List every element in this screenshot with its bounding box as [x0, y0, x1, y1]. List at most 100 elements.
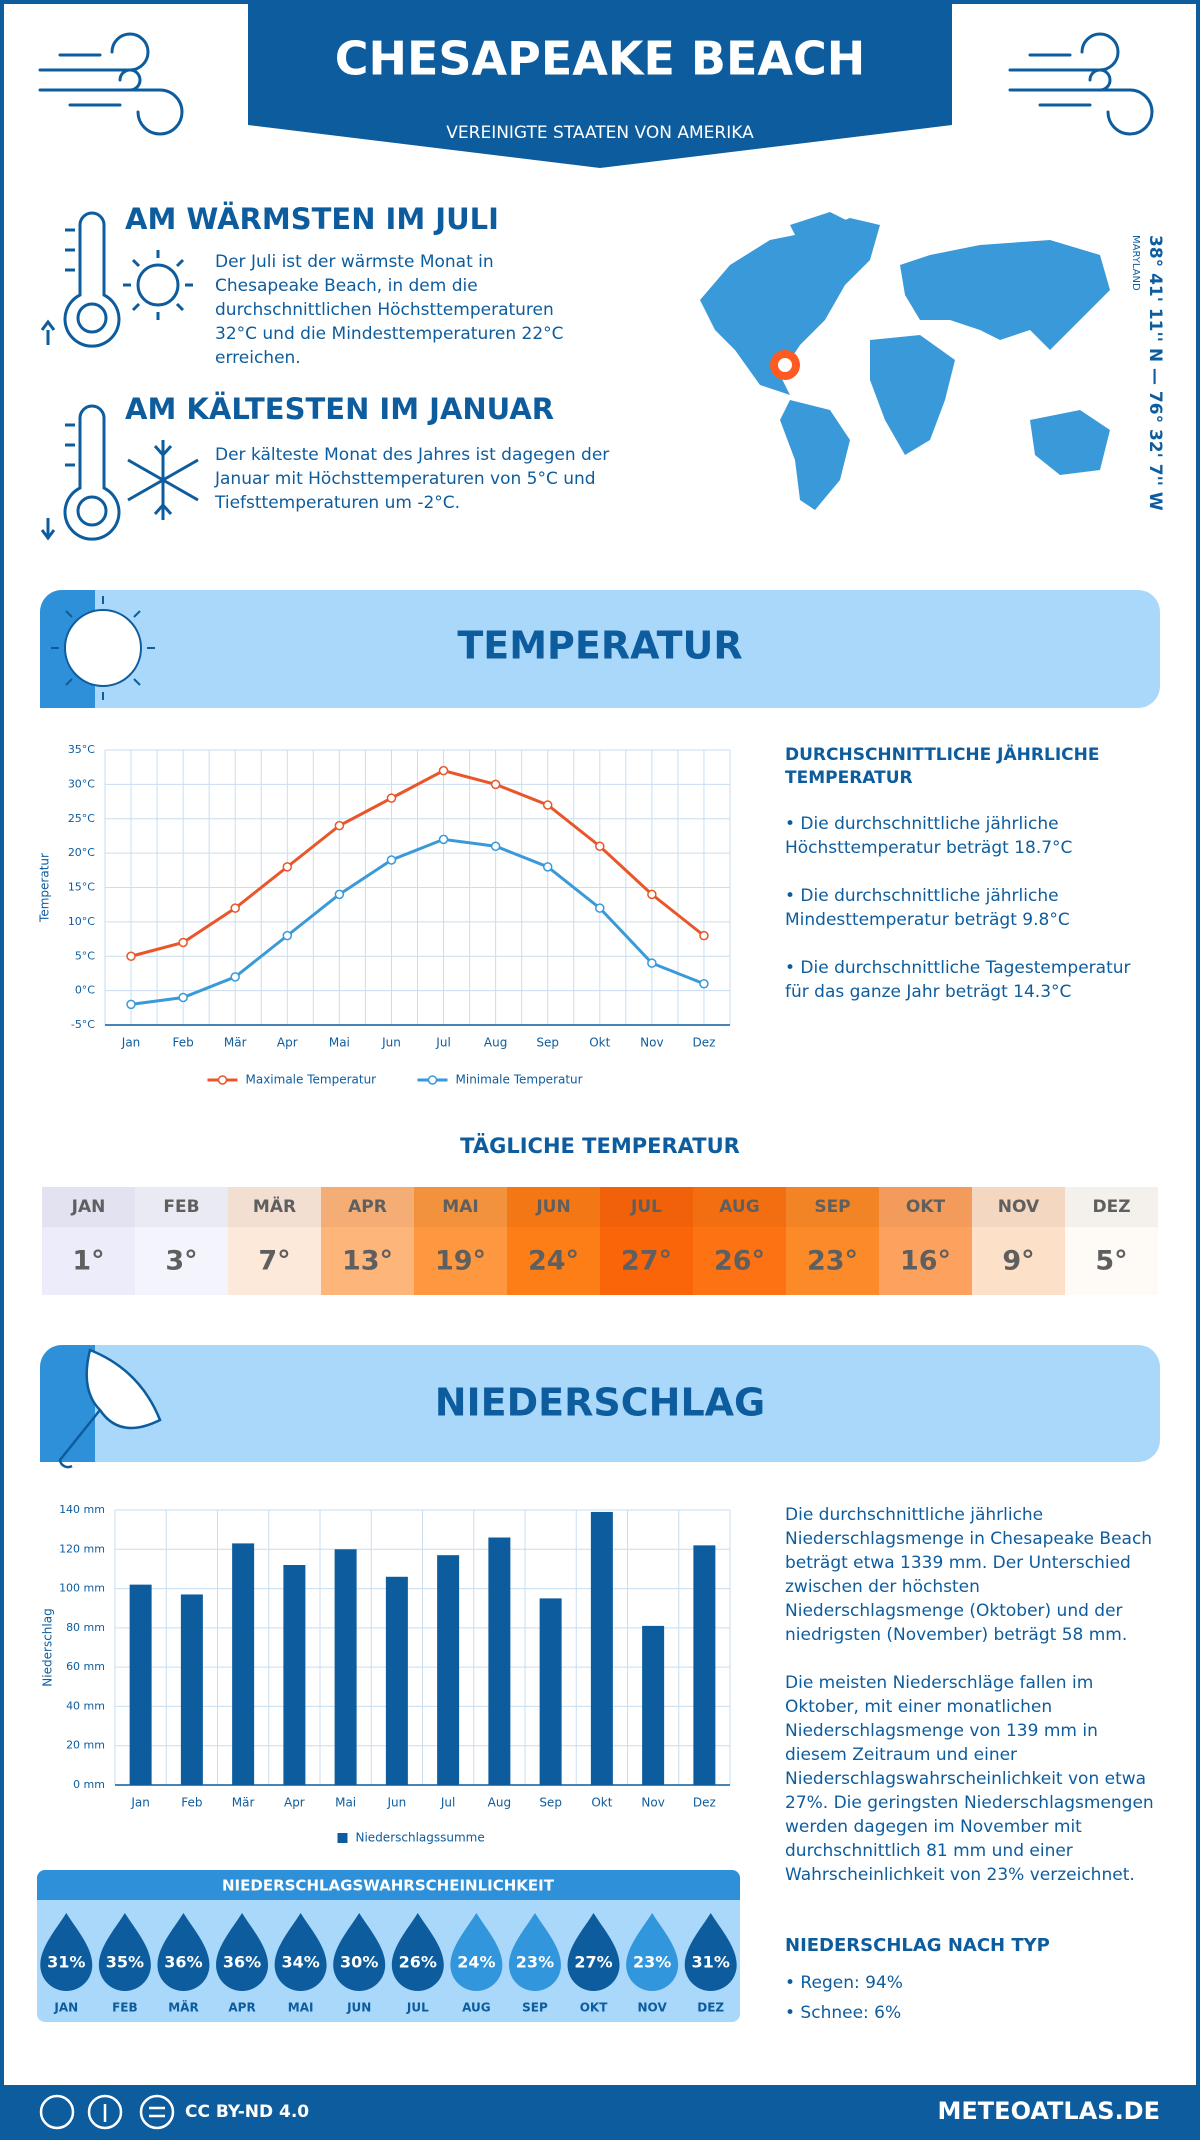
- x-tick-label: Okt: [589, 1036, 610, 1050]
- value-cell: [786, 1227, 879, 1295]
- temp-value: 16°: [900, 1246, 951, 1277]
- value-cell: [1065, 1227, 1158, 1295]
- bar: [180, 1594, 203, 1785]
- probability-month: OKT: [580, 2001, 609, 2015]
- drop: [333, 1913, 386, 1992]
- temp-value: 26°: [714, 1246, 765, 1277]
- month-label: NOV: [998, 1197, 1040, 1217]
- month-label: MÄR: [253, 1195, 296, 1217]
- y-tick-label: 60 mm: [66, 1660, 105, 1673]
- y-tick-label: 0°C: [75, 984, 95, 997]
- point: [126, 999, 136, 1010]
- x-tick-label: Feb: [173, 1036, 194, 1050]
- month-label: FEB: [163, 1197, 199, 1217]
- thermometer-icons: [40, 211, 199, 541]
- point: [647, 889, 657, 900]
- month-cell: [135, 1187, 228, 1227]
- x-tick-label: Mär: [224, 1036, 247, 1050]
- annual-item: • Die durchschnittliche Tagestemperatur …: [785, 958, 1131, 1002]
- license: CC BY-ND 4.0: [185, 2102, 309, 2122]
- month-label: DEZ: [1092, 1197, 1130, 1217]
- drop: [450, 1913, 503, 1992]
- annual-item: • Die durchschnittliche jährliche Mindes…: [785, 886, 1070, 930]
- site: METEOATLAS.DE: [938, 2097, 1160, 2125]
- y-tick-label: 15°C: [68, 881, 95, 894]
- x-tick-label: Aug: [488, 1796, 511, 1810]
- drop: [391, 1913, 444, 1992]
- precipitation-banner: [40, 1345, 1160, 1462]
- drop: [684, 1913, 737, 1992]
- type-list: • Regen: 94% • Schnee: 6%: [785, 1968, 1155, 2028]
- wind-icons: [38, 32, 1154, 136]
- temp-value: 24°: [528, 1246, 579, 1277]
- paragraph: Die durchschnittliche jährliche Niedersc…: [785, 1505, 1153, 1645]
- value-cell: [693, 1227, 786, 1295]
- month-cell: [1065, 1187, 1158, 1227]
- drop: [508, 1913, 561, 1992]
- probability-title: NIEDERSCHLAGSWAHRSCHEINLICHKEIT: [222, 1877, 555, 1895]
- month-label: JUL: [630, 1197, 662, 1217]
- month-cell: [693, 1187, 786, 1227]
- bar: [283, 1565, 306, 1785]
- probability-month: JUN: [346, 2001, 371, 2015]
- y-axis-label: Niederschlag: [41, 1608, 55, 1686]
- month-label: AUG: [719, 1197, 759, 1217]
- drop: [40, 1913, 93, 1992]
- drop: [98, 1913, 151, 1992]
- probability-box: [37, 1870, 740, 2022]
- y-tick-label: 120 mm: [59, 1542, 105, 1555]
- bar: [334, 1549, 357, 1785]
- section-title: NIEDERSCHLAG: [435, 1381, 766, 1425]
- x-tick-label: Mai: [335, 1796, 356, 1810]
- annual-list: • Die durchschnittliche jährliche Höchst…: [785, 812, 1155, 1028]
- point: [282, 862, 293, 872]
- value-cell: [135, 1227, 228, 1295]
- month-label: OKT: [906, 1197, 946, 1217]
- type-item: • Schnee: 6%: [785, 2003, 902, 2023]
- point: [282, 930, 293, 941]
- y-tick-label: 20 mm: [66, 1739, 105, 1752]
- type-item: • Regen: 94%: [785, 1973, 903, 1993]
- month-cell: [42, 1187, 135, 1227]
- type-title: NIEDERSCHLAG NACH TYP: [785, 1935, 1050, 1956]
- probability-month: NOV: [638, 2001, 668, 2015]
- point: [647, 958, 657, 968]
- x-tick-label: Apr: [284, 1796, 305, 1810]
- temp-value: 19°: [435, 1246, 486, 1277]
- drop: [274, 1913, 327, 1992]
- month-label: MAI: [442, 1197, 478, 1217]
- probability-value: 26%: [399, 1953, 437, 1972]
- temp-value: 27°: [621, 1246, 672, 1277]
- y-tick-label: 30°C: [68, 777, 95, 790]
- month-cell-shade: [1065, 1187, 1158, 1227]
- bar: [129, 1584, 152, 1785]
- daily-title: TÄGLICHE TEMPERATUR: [460, 1133, 740, 1158]
- line: [130, 769, 705, 958]
- coordinates: 38° 41' 11'' N — 76° 32' 7'' W: [1145, 235, 1165, 511]
- x-tick-label: Mai: [329, 1036, 350, 1050]
- subtitle: VEREINIGTE STAATEN VON AMERIKA: [446, 123, 754, 143]
- month-cell-shade: [786, 1187, 879, 1227]
- temperature-banner: [40, 590, 1160, 708]
- section-title: TEMPERATUR: [457, 624, 742, 668]
- month-cell-shade: [972, 1187, 1065, 1227]
- point: [230, 903, 240, 913]
- drop: [216, 1913, 269, 1992]
- point: [490, 779, 501, 790]
- y-tick-label: 80 mm: [66, 1621, 105, 1634]
- y-tick-label: 100 mm: [59, 1582, 105, 1595]
- probability-month: AUG: [462, 2001, 491, 2015]
- legend-label: Minimale Temperatur: [456, 1073, 583, 1087]
- month-cell: [972, 1187, 1065, 1227]
- month-label: JUN: [535, 1197, 570, 1217]
- paragraph: Die meisten Niederschläge fallen im Okto…: [785, 1673, 1154, 1885]
- coldest-text: Der kälteste Monat des Jahres ist dagege…: [215, 445, 610, 513]
- point: [438, 834, 449, 845]
- point: [595, 841, 605, 851]
- probability-value: 34%: [281, 1953, 319, 1972]
- x-tick-label: Sep: [539, 1796, 562, 1810]
- precipitation-text: Die durchschnittliche jährliche Niedersc…: [785, 1503, 1155, 1911]
- license-icons: [39, 2094, 175, 2130]
